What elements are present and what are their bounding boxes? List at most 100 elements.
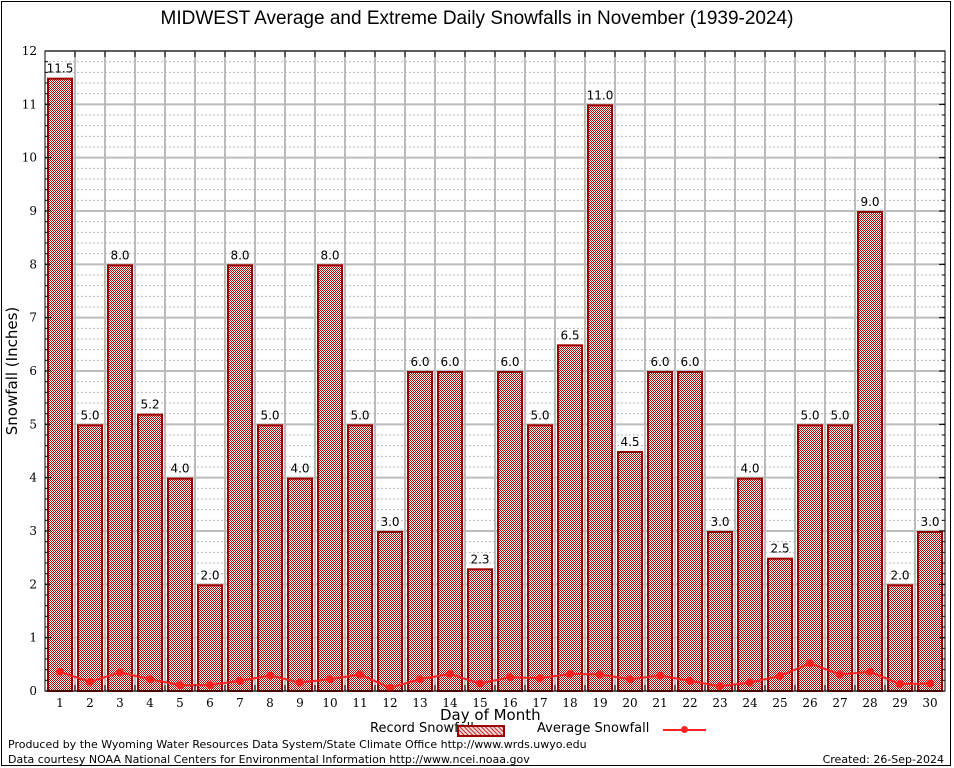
y-tick-label: 8 [29,257,37,271]
average-point-9 [296,678,304,687]
average-point-22 [686,676,694,685]
record-bar-10 [317,264,343,692]
x-tick-label-29: 29 [892,696,907,710]
value-label-20: 4.5 [620,435,639,449]
x-tick-label-26: 26 [802,696,817,710]
x-tick-label-13: 13 [412,696,427,710]
record-bar-17 [527,424,553,692]
y-tick-label: 7 [29,311,37,325]
x-tick-label-30: 30 [922,696,937,710]
x-tick-label-12: 12 [382,696,397,710]
x-tick-label-5: 5 [176,696,184,710]
x-tick-label-6: 6 [206,696,214,710]
average-point-24 [746,678,754,687]
footer-data-source: Data courtesy NOAA National Centers for … [8,753,530,766]
record-bar-27 [827,424,853,692]
x-tick-label-3: 3 [116,696,124,710]
average-point-30 [926,679,934,688]
x-tick-label-17: 17 [532,696,547,710]
x-tick-label-16: 16 [502,696,517,710]
record-bar-9 [287,477,313,692]
record-bar-23 [707,531,733,692]
x-tick-label-14: 14 [442,696,458,710]
value-label-11: 5.0 [350,408,369,422]
average-point-2 [86,677,94,686]
record-bar-18 [557,344,583,692]
grid [45,50,945,692]
average-point-25 [776,672,784,681]
average-point-12 [386,683,394,692]
value-labels: 11.5 5.0 8.0 5.2 4.0 2.0 8.0 5.0 4.0 8.0 5.0 3.0 6.0… [47,62,940,583]
bars [47,77,943,693]
value-label-22: 6.0 [680,355,699,369]
value-label-14: 6.0 [440,355,459,369]
x-tick-label-4: 4 [146,696,154,710]
value-label-30: 3.0 [920,515,939,529]
y-tick-label: 10 [22,151,37,165]
x-tick-label-10: 10 [322,696,337,710]
average-snowfall-line [59,662,931,689]
record-bar-16 [497,371,523,692]
value-label-18: 6.5 [560,328,579,342]
y-tick-label: 9 [29,204,37,218]
average-point-16 [506,673,514,682]
x-tick-label-2: 2 [86,696,94,710]
record-bar-22 [677,371,703,692]
average-point-3 [116,668,124,677]
average-point-19 [596,670,604,679]
x-tick-label-23: 23 [712,696,727,710]
legend-average-label: Average Snowfall [537,721,650,736]
average-point-21 [656,671,664,680]
average-point-10 [326,675,334,684]
value-label-25: 2.5 [770,542,789,556]
y-tick-label: 0 [29,684,37,698]
legend-record-label: Record Snowfall [370,721,474,736]
value-label-27: 5.0 [830,408,849,422]
record-bar-8 [257,424,283,692]
record-bar-2 [77,424,103,692]
footer-producer: Produced by the Wyoming Water Resources … [8,738,587,751]
average-point-6 [206,681,214,690]
value-label-23: 3.0 [710,515,729,529]
record-bar-29 [887,584,913,692]
x-tick-label-21: 21 [652,696,667,710]
average-point-17 [536,674,544,683]
value-label-15: 2.3 [470,552,489,566]
x-tick-label-19: 19 [592,696,607,710]
average-point-14 [446,669,454,678]
average-point-27 [836,670,844,679]
x-axis-label: Day of Month [440,706,541,724]
value-label-10: 8.0 [320,248,339,262]
value-label-2: 5.0 [80,408,99,422]
value-label-24: 4.0 [740,462,759,476]
record-bar-5 [167,477,193,692]
record-bar-25 [767,557,793,693]
record-bar-13 [407,371,433,692]
average-point-26 [806,659,814,668]
average-point-11 [356,670,364,679]
footer-created-date: Created: 26-Sep-2024 [822,753,944,766]
record-bar-28 [857,211,883,692]
value-label-26: 5.0 [800,408,819,422]
value-label-6: 2.0 [200,568,219,582]
average-point-23 [716,682,724,691]
record-bar-24 [737,477,763,692]
x-tick-label-7: 7 [236,696,244,710]
value-label-8: 5.0 [260,408,279,422]
value-label-16: 6.0 [500,355,519,369]
record-bar-20 [617,451,643,692]
value-label-4: 5.2 [140,398,159,412]
value-label-29: 2.0 [890,568,909,582]
value-label-28: 9.0 [860,195,879,209]
record-bar-12 [377,531,403,692]
record-bar-15 [467,568,493,692]
y-tick-label: 1 [29,631,37,645]
record-bar-14 [437,371,463,692]
average-point-4 [146,675,154,684]
average-point-1 [56,667,64,676]
value-label-9: 4.0 [290,462,309,476]
average-point-15 [476,679,484,688]
average-point-29 [896,680,904,689]
